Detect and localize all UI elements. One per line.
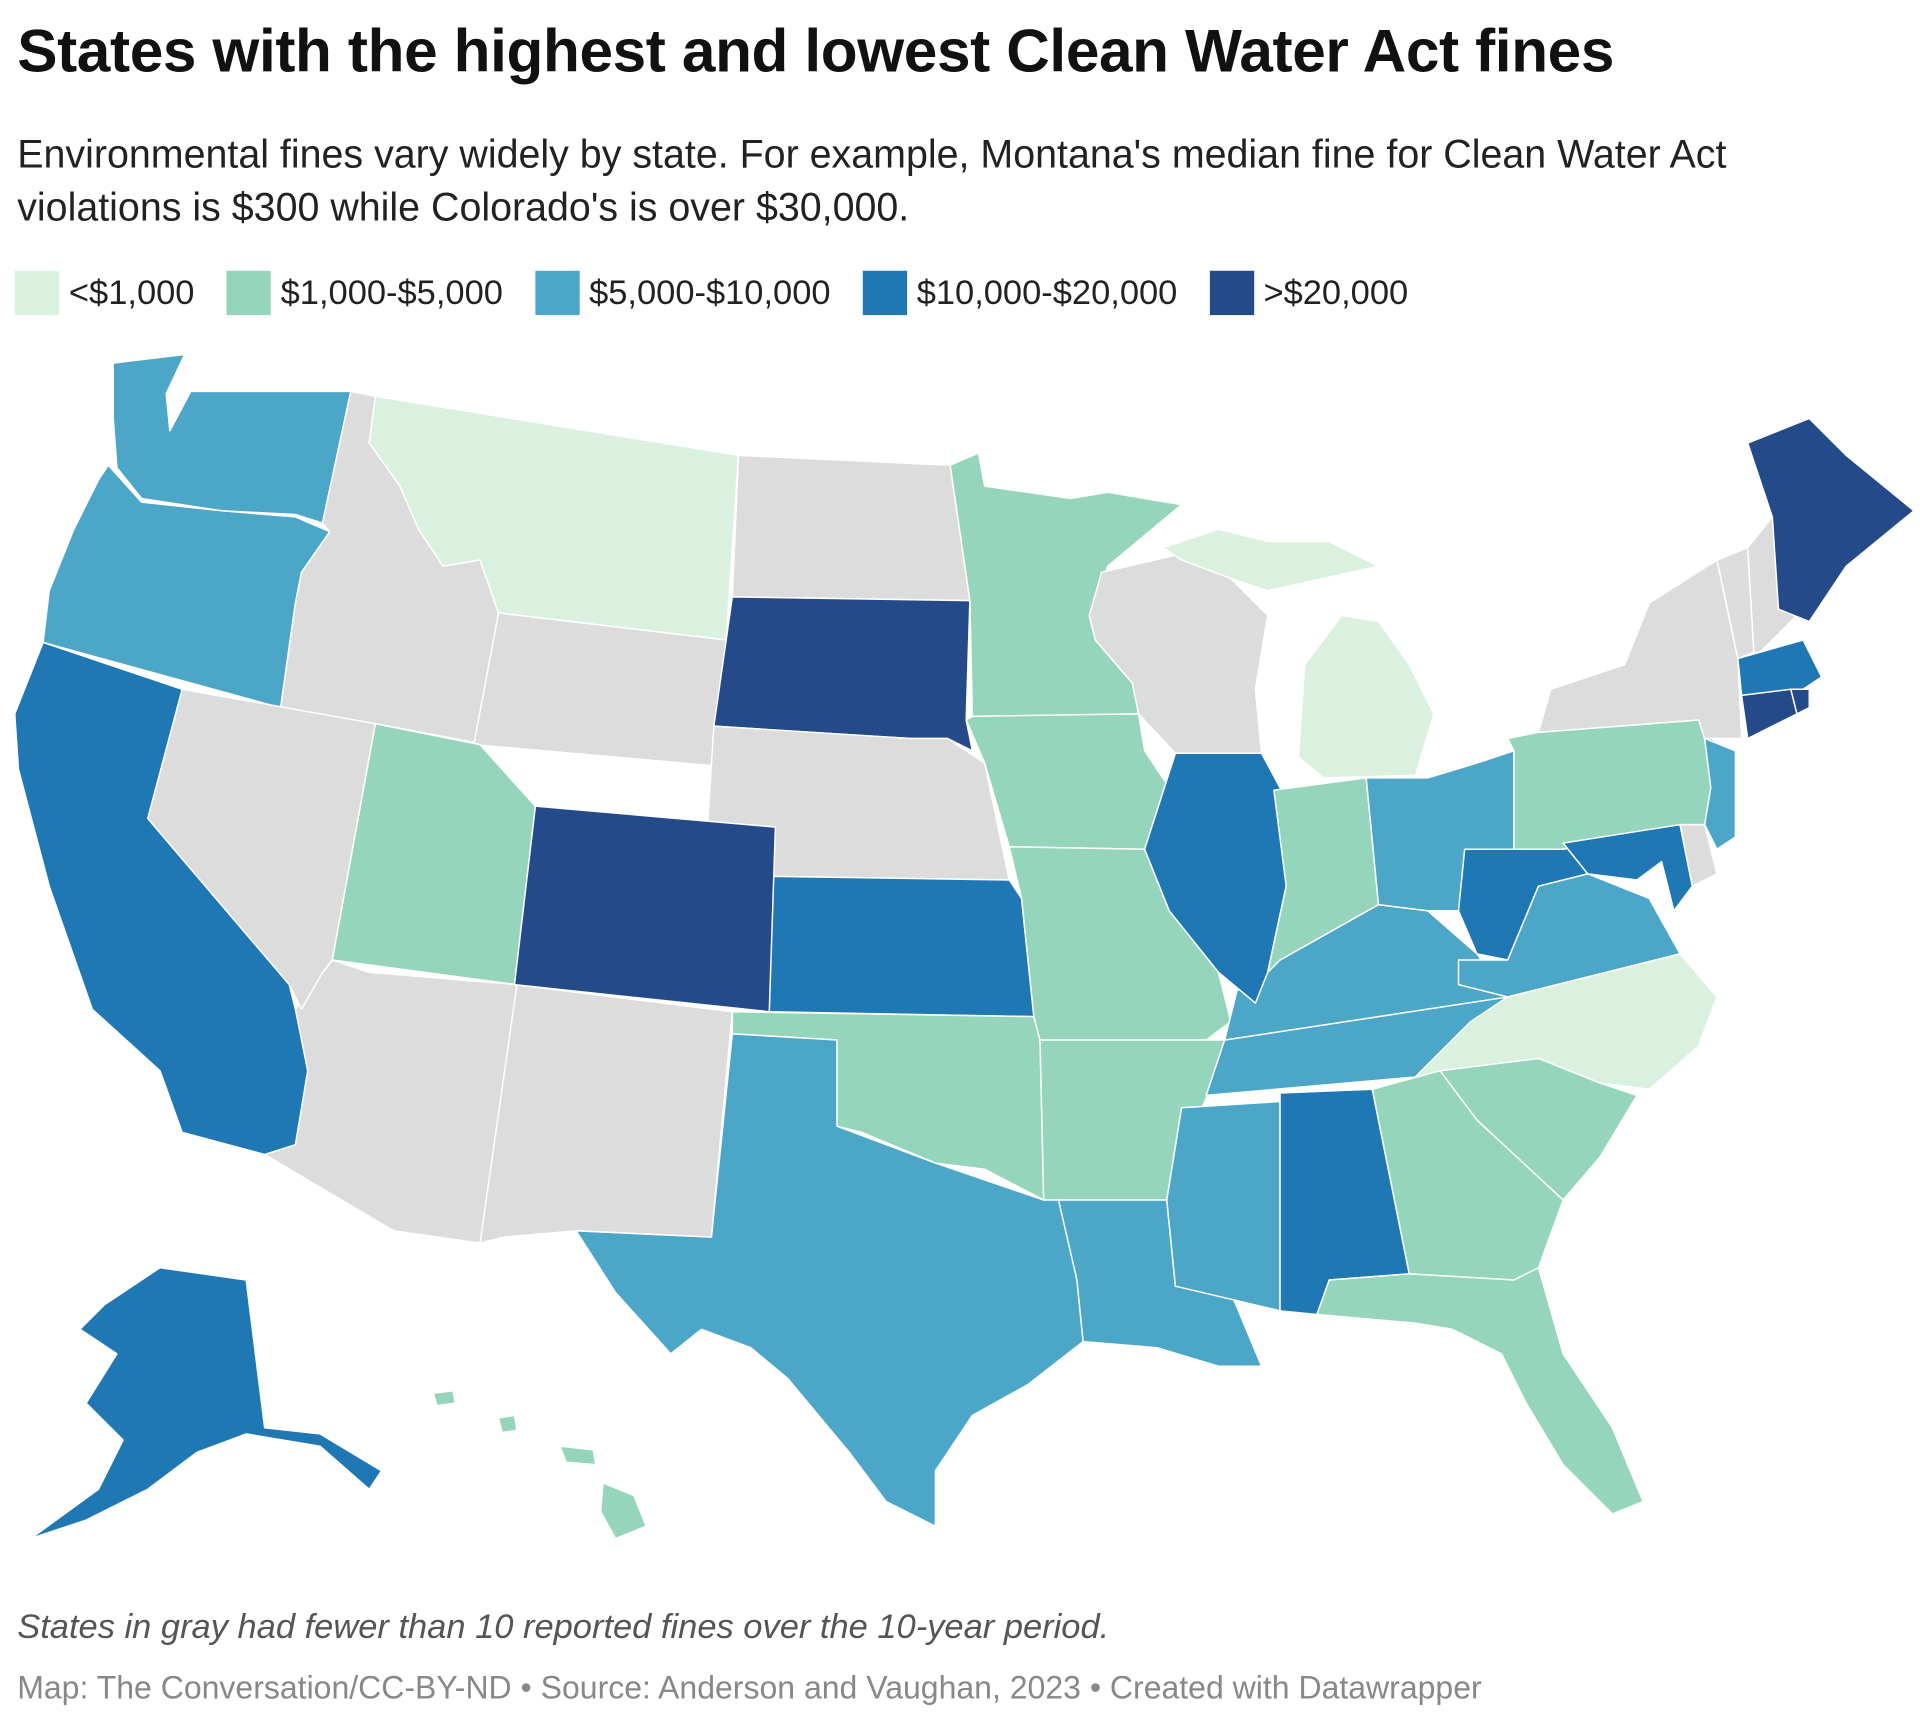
state-shape[interactable] (731, 454, 971, 602)
state-shape[interactable] (1166, 1100, 1281, 1312)
state-shape[interactable] (1740, 688, 1798, 740)
legend-item: $10,000-$20,000 (862, 270, 1178, 316)
state-me[interactable] (1746, 417, 1915, 623)
state-shape[interactable] (1316, 1266, 1644, 1515)
state-shape[interactable] (1297, 614, 1435, 779)
page-title: States with the highest and lowest Clean… (17, 18, 1615, 85)
state-hi[interactable] (432, 1390, 647, 1540)
legend-swatch (862, 270, 907, 316)
source-footer: Map: The Conversation/CC-BY-ND • Source:… (17, 1668, 1482, 1706)
legend: <$1,000 $1,000-$5,000 $5,000-$10,000 $10… (14, 270, 1440, 316)
state-ak[interactable] (30, 1266, 383, 1540)
legend-item: $5,000-$10,000 (534, 270, 831, 316)
state-shape[interactable] (473, 612, 727, 767)
state-shape[interactable] (1703, 737, 1737, 850)
state-shape[interactable] (368, 395, 740, 641)
state-nd[interactable] (731, 454, 971, 602)
legend-item: >$20,000 (1209, 270, 1409, 316)
state-shape[interactable] (1679, 823, 1718, 887)
us-choropleth-map (14, 353, 1915, 1540)
state-co[interactable] (513, 805, 777, 1013)
legend-swatch (534, 270, 580, 316)
state-tx[interactable] (575, 1033, 1084, 1527)
legend-label: $1,000-$5,000 (280, 273, 503, 312)
state-ms[interactable] (1166, 1100, 1281, 1312)
subtitle: Environmental fines vary widely by state… (17, 131, 1727, 229)
state-shape[interactable] (112, 353, 352, 524)
state-de[interactable] (1679, 823, 1718, 887)
state-fl[interactable] (1316, 1266, 1644, 1515)
state-shape[interactable] (30, 1266, 383, 1540)
state-shape[interactable] (1790, 688, 1811, 715)
state-shape[interactable] (497, 1414, 518, 1434)
state-shape[interactable] (479, 983, 734, 1244)
legend-swatch (1209, 270, 1254, 316)
state-shape[interactable] (1143, 752, 1287, 1004)
state-nj[interactable] (1703, 737, 1737, 850)
state-shape[interactable] (1457, 873, 1681, 998)
state-shape[interactable] (559, 1445, 597, 1466)
legend-label: $10,000-$20,000 (916, 273, 1178, 312)
state-shape[interactable] (432, 1390, 457, 1407)
state-shape[interactable] (768, 875, 1035, 1018)
legend-label: >$20,000 (1263, 273, 1409, 312)
legend-label: <$1,000 (68, 273, 195, 312)
state-shape[interactable] (14, 641, 309, 1156)
state-nh[interactable] (1746, 516, 1798, 654)
state-shape[interactable] (575, 1033, 1084, 1527)
state-ks[interactable] (768, 875, 1035, 1018)
state-shape[interactable] (713, 596, 974, 752)
state-ri[interactable] (1790, 688, 1811, 715)
state-wy[interactable] (473, 612, 727, 767)
legend-item: $1,000-$5,000 (226, 270, 503, 316)
state-shape[interactable] (1746, 516, 1798, 654)
state-ny[interactable] (1537, 559, 1743, 740)
state-ca[interactable] (14, 641, 309, 1156)
state-shape[interactable] (513, 805, 777, 1013)
legend-swatch (14, 270, 60, 316)
legend-swatch (226, 270, 271, 316)
map-note: States in gray had fewer than 10 reporte… (17, 1607, 1110, 1646)
legend-item: <$1,000 (14, 270, 195, 316)
state-shape[interactable] (1737, 639, 1823, 697)
state-shape[interactable] (1537, 559, 1743, 740)
state-va[interactable] (1457, 873, 1681, 998)
state-shape[interactable] (1746, 417, 1915, 623)
state-mi[interactable] (1162, 528, 1435, 779)
state-sd[interactable] (713, 596, 974, 752)
state-shape[interactable] (599, 1482, 647, 1540)
state-ct[interactable] (1740, 688, 1798, 740)
state-il[interactable] (1143, 752, 1287, 1004)
state-wa[interactable] (112, 353, 352, 524)
legend-label: $5,000-$10,000 (589, 273, 831, 312)
state-ma[interactable] (1737, 639, 1823, 697)
state-mt[interactable] (368, 395, 740, 641)
state-shape[interactable] (1162, 528, 1380, 592)
state-nm[interactable] (479, 983, 734, 1244)
